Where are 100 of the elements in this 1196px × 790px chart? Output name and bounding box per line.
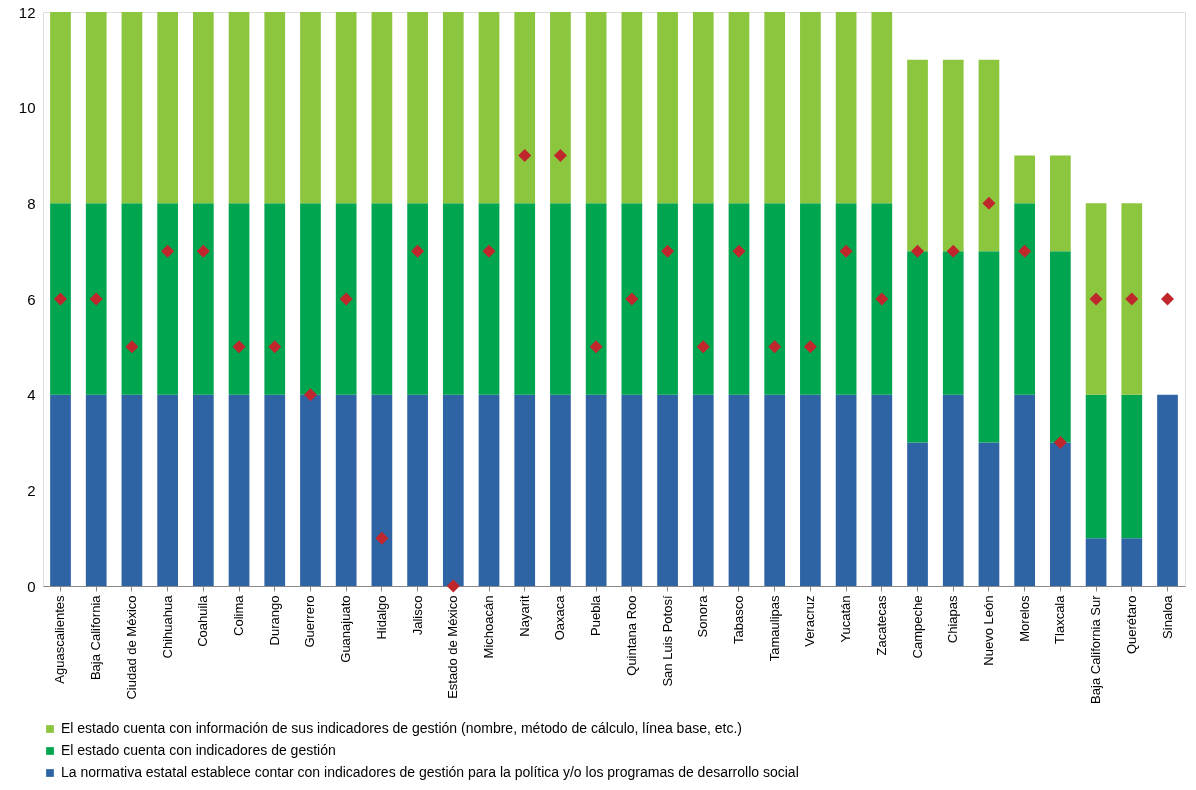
point: [696, 340, 710, 354]
bar: [264, 203, 286, 395]
point: [1125, 292, 1139, 306]
bar: [764, 12, 786, 204]
bar: [228, 12, 250, 204]
bar: [1121, 394, 1143, 539]
bar: [514, 203, 536, 395]
bar: [121, 12, 143, 204]
x-tick-label: Sinaloa: [1159, 594, 1175, 639]
bar: [728, 394, 750, 586]
bar: [800, 203, 821, 395]
bar: [300, 203, 321, 395]
bar: [1121, 203, 1143, 395]
x-tick-label: Chiapas: [945, 595, 961, 644]
bar: [942, 59, 964, 252]
bar: [478, 203, 500, 395]
bar: [1014, 203, 1036, 395]
point: [553, 148, 567, 163]
bar: [478, 394, 500, 586]
bar: [871, 12, 893, 204]
legend-label: La normativa estatal establece contar con indicadores de gestión para la política y/o los programas de desarrollo social: [61, 764, 799, 780]
bar: [907, 251, 928, 443]
x-tick-label: Veracruz: [802, 595, 818, 647]
x-tick-label: Baja California Sur: [1088, 594, 1104, 704]
point: [411, 244, 425, 258]
bar: [335, 203, 357, 395]
x-tick-label: Nuevo León: [980, 595, 996, 666]
x-tick-label: Durango: [266, 595, 282, 646]
x-tick-label: Coahuila: [195, 594, 211, 647]
bar: [728, 203, 750, 395]
bar: [121, 203, 143, 395]
bar: [228, 394, 250, 586]
point: [446, 579, 460, 593]
bar: [800, 394, 821, 586]
bar: [621, 203, 643, 395]
y-tick-label: 2: [27, 481, 36, 499]
bar: [264, 394, 286, 586]
bar: [407, 394, 428, 586]
bar: [264, 12, 286, 204]
bar: [121, 394, 143, 586]
point: [982, 196, 996, 210]
bar: [192, 394, 214, 586]
bar: [371, 394, 393, 586]
x-tick-label: Tabasco: [730, 595, 746, 644]
bar: [1085, 203, 1107, 395]
point: [732, 244, 746, 258]
bar: [1014, 394, 1036, 586]
bar: [157, 203, 178, 395]
x-tick-label: Tlaxcala: [1052, 594, 1068, 644]
point: [625, 292, 639, 306]
x-tick-label: Oaxaca: [552, 594, 568, 641]
point: [482, 244, 496, 258]
point: [161, 244, 175, 258]
bar: [300, 394, 321, 586]
bar: [300, 12, 321, 204]
bar: [835, 12, 857, 204]
x-tick-label: Colima: [231, 594, 247, 636]
x-tick-label: Morelos: [1016, 595, 1032, 642]
point: [1089, 292, 1103, 306]
bar: [335, 394, 357, 586]
bar: [192, 12, 214, 204]
bar: [800, 12, 821, 204]
bar: [1050, 442, 1071, 586]
y-tick-label: 0: [27, 577, 36, 595]
bar: [550, 394, 571, 586]
point: [839, 244, 853, 258]
bar: [942, 394, 964, 586]
bar: [692, 12, 714, 204]
y-tick-label: 8: [27, 194, 36, 212]
bar: [657, 12, 678, 204]
bar: [85, 203, 107, 395]
bar: [1085, 538, 1107, 586]
point: [589, 340, 603, 354]
bar: [1121, 538, 1143, 586]
x-tick-label: Hidalgo: [373, 595, 389, 640]
x-tick-label: Aguascalientes: [52, 595, 68, 684]
x-tick-label: Jalisco: [409, 595, 425, 636]
bar: [728, 12, 750, 204]
bar: [978, 442, 1000, 586]
legend-label: El estado cuenta con indicadores de gestión: [61, 742, 336, 758]
x-tick-label: Zacatecas: [873, 595, 889, 656]
point: [89, 292, 103, 306]
point: [232, 340, 246, 354]
bar: [228, 203, 250, 395]
bar: [407, 203, 428, 395]
bar: [692, 394, 714, 586]
point: [911, 244, 925, 258]
point: [339, 292, 353, 306]
point: [1053, 435, 1067, 450]
bar: [871, 203, 893, 395]
bar: [407, 12, 428, 204]
x-tick-label: Sonora: [695, 594, 711, 638]
point: [1160, 292, 1175, 306]
x-tick-label: Guanajuato: [338, 595, 354, 663]
bar: [157, 12, 178, 204]
x-tick-label: Puebla: [588, 594, 604, 636]
x-tick-label: Guerrero: [302, 595, 318, 648]
point: [768, 340, 782, 354]
bar: [657, 203, 678, 395]
bar: [85, 12, 107, 204]
